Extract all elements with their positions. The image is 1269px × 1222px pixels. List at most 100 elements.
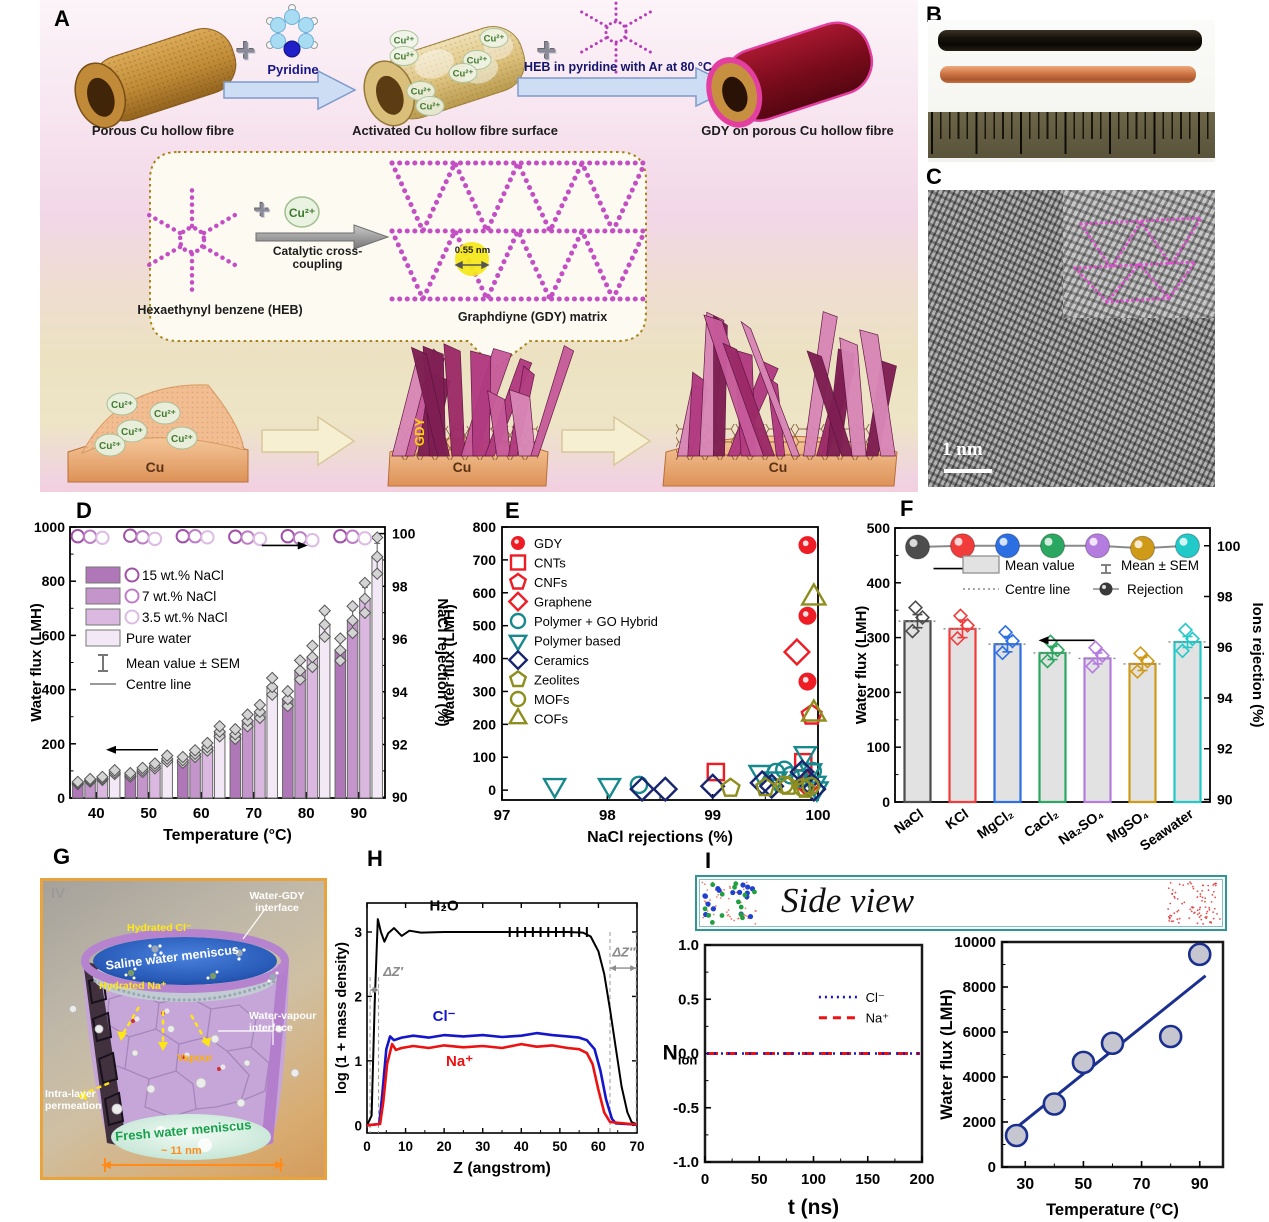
svg-text:Centre line: Centre line	[1005, 582, 1070, 597]
svg-text:Polymer based: Polymer based	[534, 634, 621, 649]
svg-text:Pure water: Pure water	[126, 631, 192, 646]
hydrated-ion-clusters	[124, 944, 279, 983]
coupling-caption: Catalytic cross-coupling	[272, 244, 363, 272]
svg-text:Mean ± SEM: Mean ± SEM	[1121, 558, 1199, 573]
side-view-box: Side view	[695, 875, 1227, 931]
svg-text:Polymer + GO Hybrid: Polymer + GO Hybrid	[534, 614, 658, 629]
reaction-bubble	[149, 151, 647, 370]
svg-text:2: 2	[354, 989, 362, 1004]
arrow-step1	[223, 69, 357, 111]
dark-wall-mesh	[87, 975, 125, 1127]
svg-text:3: 3	[354, 925, 362, 940]
svg-text:96: 96	[392, 631, 408, 647]
svg-text:ΔZ″: ΔZ″	[611, 944, 636, 959]
gdy-fibre	[706, 21, 874, 128]
svg-text:NaCl rejections (%): NaCl rejections (%)	[587, 829, 733, 846]
activated-fibre-caption: Activated Cu hollow fibre surface	[352, 123, 558, 138]
svg-text:Z (angstrom): Z (angstrom)	[453, 1160, 551, 1177]
svg-text:92: 92	[392, 736, 408, 752]
svg-text:700: 700	[473, 552, 497, 568]
g-width-note: ~ 11 nm	[161, 1145, 202, 1157]
g-hydrated-na-label: Hydrated Na⁺	[99, 980, 167, 992]
svg-text:200: 200	[867, 684, 891, 700]
chart-e: 0 100 200 300 400 500 600 700 800 97 98 99 100 NaCl r…	[441, 519, 831, 846]
svg-text:t (ns): t (ns)	[788, 1196, 839, 1219]
svg-text:Na⁺: Na⁺	[866, 1011, 889, 1026]
svg-text:GDY: GDY	[412, 418, 427, 447]
svg-text:Water flux (LMH): Water flux (LMH)	[441, 604, 458, 723]
svg-text:100: 100	[805, 807, 830, 824]
svg-text:8000: 8000	[963, 979, 996, 996]
svg-text:0: 0	[57, 790, 65, 806]
svg-text:MgCl₂: MgCl₂	[974, 805, 1016, 841]
panel-g-art	[69, 908, 300, 1172]
svg-text:94: 94	[1217, 690, 1233, 706]
svg-text:MOFs: MOFs	[534, 692, 570, 707]
svg-text:Cu²⁺: Cu²⁺	[394, 52, 415, 63]
svg-text:0: 0	[363, 1139, 371, 1154]
svg-text:Temperature (°C): Temperature (°C)	[163, 827, 292, 844]
porous-cu-fibre	[74, 28, 237, 129]
svg-text:Cl⁻: Cl⁻	[866, 990, 885, 1005]
svg-text:50: 50	[552, 1139, 567, 1154]
gdy-fibre-photo	[938, 30, 1202, 51]
svg-text:200: 200	[42, 736, 66, 752]
svg-text:Mean value: Mean value	[1005, 558, 1075, 573]
vapour-molecules	[69, 1005, 300, 1115]
svg-text:0: 0	[701, 1171, 709, 1188]
svg-text:150: 150	[855, 1171, 880, 1188]
matrix-caption: Graphdiyne (GDY) matrix	[457, 310, 608, 324]
svg-text:Cu²⁺: Cu²⁺	[467, 56, 488, 67]
svg-text:90: 90	[1217, 791, 1233, 807]
gdy-flakes-cluster-2	[676, 311, 897, 457]
cu-annotations: Cu²⁺Cu²⁺Cu²⁺Cu²⁺Cu²⁺Cu²⁺Cu²⁺Cu²⁺Cu²⁺Cu²⁺…	[94, 28, 788, 475]
panel-b-photo	[928, 20, 1215, 162]
panel-g-label: G	[53, 844, 71, 869]
svg-text:COFs: COFs	[534, 712, 568, 727]
svg-text:100: 100	[473, 749, 497, 765]
svg-text:30: 30	[475, 1139, 490, 1154]
svg-text:20: 20	[437, 1139, 452, 1154]
svg-text:Cu²⁺: Cu²⁺	[289, 206, 315, 220]
svg-text:600: 600	[42, 627, 66, 643]
svg-text:NaCl: NaCl	[891, 805, 926, 836]
svg-text:Nion: Nion	[663, 1042, 698, 1068]
svg-text:400: 400	[473, 651, 497, 667]
svg-text:Cu: Cu	[146, 459, 165, 475]
svg-text:50: 50	[751, 1171, 768, 1188]
svg-text:1: 1	[354, 1054, 362, 1069]
chart-d: 0 200 400 600 800 1000 90 92 94 96 98 100 40 50 60 70 80…	[30, 519, 451, 844]
svg-text:1.0: 1.0	[678, 937, 699, 954]
svg-text:0: 0	[488, 782, 496, 798]
fresh-water-particles	[1167, 881, 1221, 925]
growth-arrow-2	[561, 415, 652, 467]
plus-sign-2: +	[537, 32, 557, 70]
panel-f-label: F	[900, 496, 914, 521]
svg-text:100: 100	[1217, 538, 1241, 554]
svg-text:Centre line: Centre line	[126, 677, 191, 692]
arrow-coupling	[255, 224, 390, 250]
chart-f: 0 100 200 300 400 500 90 92 94 96 98 100 Water flux …	[855, 520, 1266, 851]
svg-text:Cu: Cu	[769, 459, 788, 475]
svg-text:500: 500	[473, 618, 497, 634]
width-measure	[104, 1158, 282, 1172]
svg-text:80: 80	[298, 805, 315, 822]
svg-text:Water flux (LMH): Water flux (LMH)	[855, 606, 870, 725]
svg-text:90: 90	[1191, 1176, 1209, 1193]
svg-text:40: 40	[514, 1139, 529, 1154]
svg-text:500: 500	[867, 520, 891, 536]
svg-text:98: 98	[392, 578, 408, 594]
svg-text:50: 50	[140, 805, 157, 822]
svg-text:Cu²⁺: Cu²⁺	[453, 69, 474, 80]
svg-text:50: 50	[1075, 1176, 1093, 1193]
svg-text:800: 800	[473, 519, 497, 535]
svg-text:Na₂SO₄: Na₂SO₄	[1055, 805, 1106, 847]
g-intra-label: Intra-layer permeation	[45, 1088, 102, 1112]
saline-particles	[701, 881, 757, 925]
panel-c-tem-image: 1 nm	[928, 190, 1215, 487]
pore-size-caption: 0.55 nm	[454, 245, 491, 256]
svg-text:H₂O: H₂O	[430, 898, 459, 915]
svg-text:KCl: KCl	[942, 805, 971, 832]
